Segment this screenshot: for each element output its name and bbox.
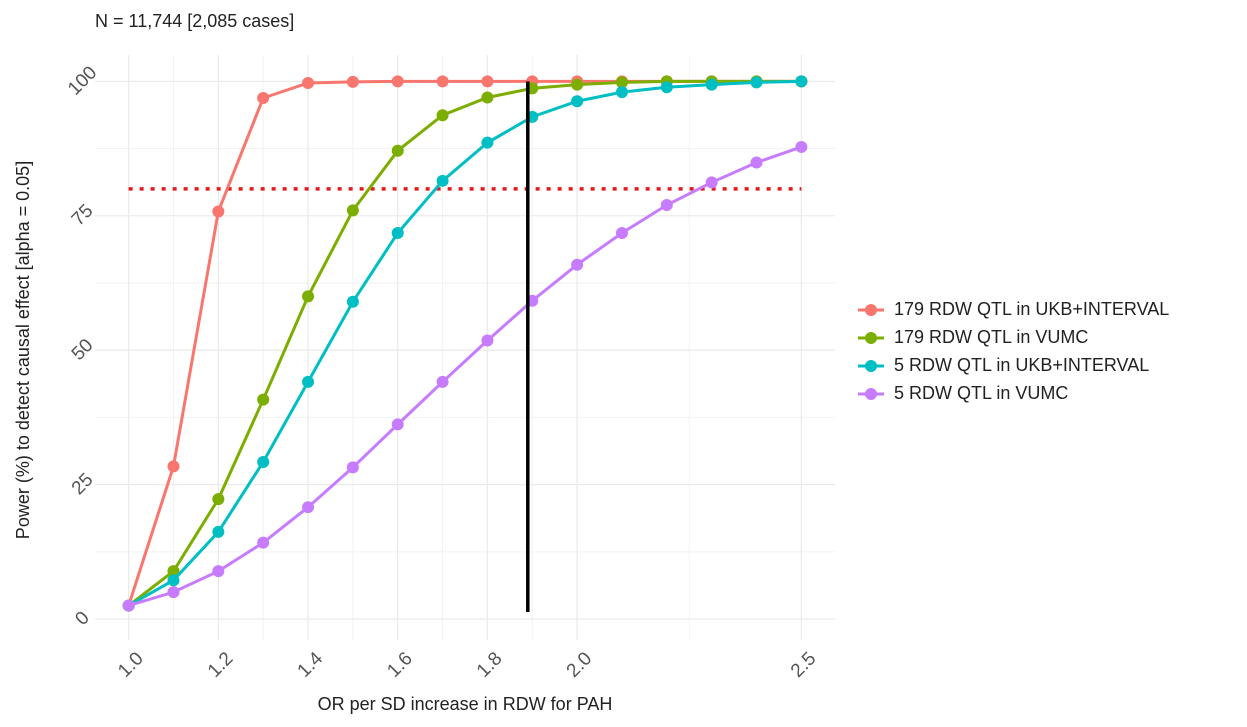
data-point bbox=[571, 95, 584, 108]
legend-label: 179 RDW QTL in UKB+INTERVAL bbox=[894, 299, 1169, 319]
data-point bbox=[436, 174, 449, 187]
data-point bbox=[346, 295, 359, 308]
data-point bbox=[302, 501, 315, 514]
data-point bbox=[750, 156, 763, 169]
legend-label: 5 RDW QTL in VUMC bbox=[894, 383, 1068, 403]
legend-dot bbox=[865, 304, 877, 316]
x-tick-label: 2.5 bbox=[787, 648, 821, 682]
data-point bbox=[750, 76, 763, 89]
data-point bbox=[481, 75, 494, 88]
y-tick-label: 50 bbox=[68, 335, 98, 365]
data-point bbox=[481, 136, 494, 149]
data-point bbox=[257, 92, 270, 105]
data-point bbox=[391, 418, 404, 431]
data-point bbox=[346, 461, 359, 474]
series-line bbox=[127, 79, 802, 607]
data-point bbox=[436, 109, 449, 122]
x-tick-label: 1.8 bbox=[473, 648, 507, 682]
data-point bbox=[212, 565, 225, 578]
data-point bbox=[571, 258, 584, 271]
data-point bbox=[391, 226, 404, 239]
data-point bbox=[481, 334, 494, 347]
data-point bbox=[257, 536, 270, 549]
data-point bbox=[122, 599, 135, 612]
data-point bbox=[705, 78, 718, 91]
data-point bbox=[660, 199, 673, 212]
data-point bbox=[257, 393, 270, 406]
chart-title: N = 11,744 [2,085 cases] bbox=[95, 11, 294, 31]
data-point bbox=[795, 75, 808, 88]
x-tick-label: 1.4 bbox=[294, 648, 328, 682]
legend-dot bbox=[865, 360, 877, 372]
y-tick-label: 75 bbox=[68, 201, 98, 231]
x-tick-label: 2.0 bbox=[563, 648, 597, 682]
data-point bbox=[212, 525, 225, 538]
data-point bbox=[167, 460, 180, 473]
data-point bbox=[302, 290, 315, 303]
data-point bbox=[257, 456, 270, 469]
data-point bbox=[615, 76, 628, 89]
data-point bbox=[705, 176, 718, 189]
data-point bbox=[615, 226, 628, 239]
data-point bbox=[302, 375, 315, 388]
data-point bbox=[167, 574, 180, 587]
data-point bbox=[346, 75, 359, 88]
data-point bbox=[391, 75, 404, 88]
data-point bbox=[481, 91, 494, 104]
data-point bbox=[795, 140, 808, 153]
x-tick-label: 1.6 bbox=[383, 648, 417, 682]
y-tick-label: 0 bbox=[71, 608, 93, 630]
legend-dot bbox=[865, 388, 877, 400]
legend-label: 179 RDW QTL in VUMC bbox=[894, 327, 1088, 347]
data-point bbox=[436, 375, 449, 388]
data-point bbox=[212, 493, 225, 506]
y-tick-label: 25 bbox=[68, 469, 98, 499]
legend-label: 5 RDW QTL in UKB+INTERVAL bbox=[894, 355, 1149, 375]
data-point bbox=[167, 586, 180, 599]
series-line bbox=[127, 79, 802, 607]
legend-dot bbox=[865, 332, 877, 344]
y-axis-title: Power (%) to detect causal effect [alpha… bbox=[13, 161, 33, 539]
data-point bbox=[615, 86, 628, 99]
y-tick-label: 100 bbox=[64, 62, 101, 99]
data-point bbox=[571, 78, 584, 91]
x-axis-title: OR per SD increase in RDW for PAH bbox=[318, 694, 613, 714]
data-point bbox=[391, 144, 404, 157]
data-point bbox=[167, 565, 180, 578]
data-point bbox=[302, 76, 315, 89]
series-line bbox=[128, 145, 802, 608]
data-point bbox=[436, 75, 449, 88]
x-tick-label: 1.0 bbox=[114, 648, 148, 682]
data-point bbox=[346, 204, 359, 217]
x-tick-label: 1.2 bbox=[204, 648, 238, 682]
data-point bbox=[660, 81, 673, 94]
data-point bbox=[212, 205, 225, 218]
